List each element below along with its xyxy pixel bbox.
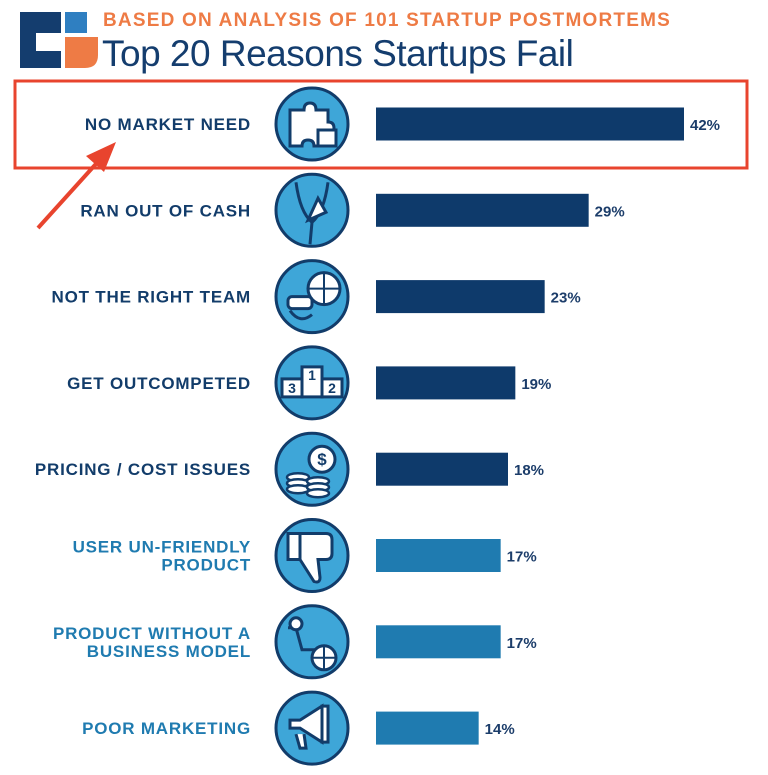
- bar: [376, 280, 545, 314]
- megaphone-icon: [274, 690, 350, 766]
- vr-headset-icon: [274, 259, 350, 335]
- arrow-shaft: [36, 153, 106, 230]
- svg-text:2: 2: [328, 380, 336, 396]
- bar: [376, 711, 479, 745]
- category-label: NOT THE RIGHT TEAM: [52, 288, 252, 307]
- bar: [376, 107, 684, 141]
- bar: [376, 193, 589, 227]
- category-label: PRICING / COST ISSUES: [35, 460, 251, 479]
- value-label: 42%: [690, 117, 720, 134]
- value-label: 23%: [551, 290, 581, 307]
- value-label: 17%: [507, 635, 537, 652]
- cart-icon: [274, 604, 350, 680]
- value-label: 14%: [485, 721, 515, 738]
- svg-text:3: 3: [288, 380, 296, 396]
- arrow-head-icon: [86, 142, 116, 172]
- thumbs-down-icon: [274, 518, 350, 593]
- chart-title: Top 20 Reasons Startups Fail: [102, 33, 574, 74]
- puzzle-icon: [274, 86, 350, 162]
- category-label: USER UN-FRIENDLY PRODUCT: [73, 538, 251, 575]
- value-label: 19%: [521, 376, 551, 393]
- bar: [376, 366, 516, 400]
- category-label: NO MARKET NEED: [85, 115, 251, 134]
- coins-icon: $: [274, 431, 350, 507]
- chart-subtitle: BASED ON ANALYSIS OF 101 STARTUP POSTMOR…: [103, 10, 671, 31]
- category-label: RAN OUT OF CASH: [80, 201, 251, 220]
- svg-text:1: 1: [308, 367, 316, 383]
- podium-icon: 13 2: [274, 345, 350, 421]
- bar: [376, 539, 501, 572]
- value-label: 17%: [507, 549, 537, 566]
- category-label: POOR MARKETING: [82, 719, 251, 738]
- svg-text:$: $: [317, 450, 327, 469]
- category-label: PRODUCT WITHOUT A BUSINESS MODEL: [53, 624, 251, 661]
- value-label: 18%: [514, 462, 544, 479]
- bar: [376, 625, 501, 659]
- empty-pocket-icon: [274, 172, 350, 248]
- bar: [376, 452, 508, 486]
- category-label: GET OUTCOMPETED: [67, 374, 251, 393]
- value-label: 29%: [595, 203, 625, 220]
- logo-icon: [20, 12, 98, 68]
- highlight-box: [13, 79, 749, 170]
